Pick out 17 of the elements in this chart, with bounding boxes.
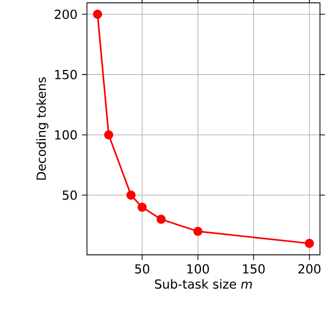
point bbox=[156, 214, 166, 224]
point bbox=[104, 130, 114, 140]
x-axis-title: Sub-task size m bbox=[154, 279, 252, 289]
point bbox=[304, 238, 314, 248]
x-tick-label: 150 bbox=[243, 264, 265, 274]
y-axis-title: Decoding tokens bbox=[36, 77, 48, 180]
y-tick-label: 50 bbox=[62, 190, 77, 200]
x-tick-label: 50 bbox=[135, 264, 150, 274]
y-tick-label: 150 bbox=[55, 70, 77, 80]
y-tick-label: 100 bbox=[55, 130, 77, 140]
y-tick-label: 200 bbox=[54, 10, 77, 19]
point bbox=[193, 226, 202, 236]
point bbox=[138, 202, 147, 212]
point bbox=[92, 10, 102, 19]
x-tick-label: 200 bbox=[298, 264, 320, 274]
point bbox=[126, 190, 136, 200]
x-tick-label: 100 bbox=[187, 264, 209, 274]
